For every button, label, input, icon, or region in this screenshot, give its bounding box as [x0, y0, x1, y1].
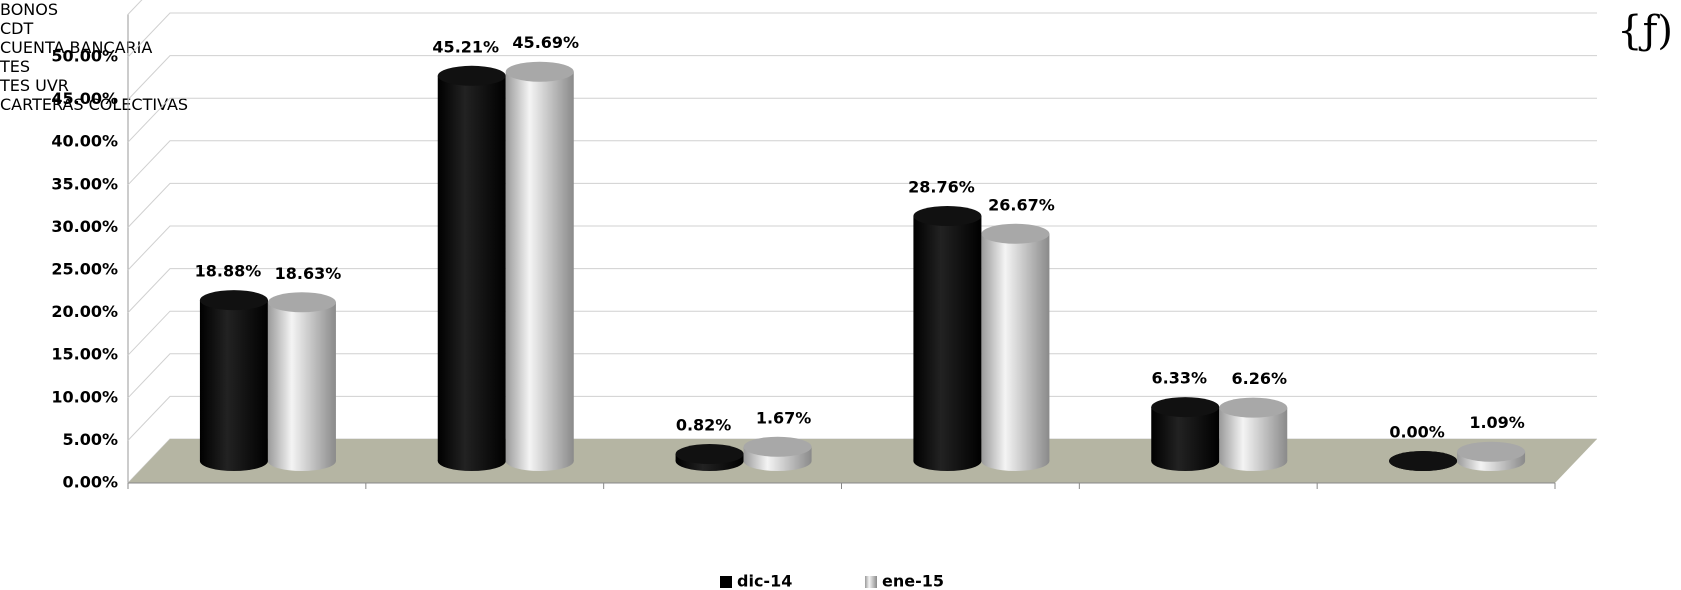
floor: [128, 439, 1597, 483]
x-tick-label: CARTERAS COLECTIVAS: [0, 95, 189, 114]
x-tick-label: TES: [0, 57, 31, 76]
value-label: 6.33%: [1151, 369, 1207, 388]
legend-swatch: [720, 576, 732, 588]
y-tick-label: 20.00%: [51, 302, 118, 321]
value-label: 0.00%: [1389, 423, 1445, 442]
grid-line: [127, 140, 1597, 186]
grid-line: [127, 182, 1597, 228]
value-label: 45.21%: [432, 37, 499, 56]
y-tick-label: 35.00%: [51, 174, 118, 193]
legend-swatch: [865, 576, 877, 588]
bar-cap: [199, 290, 268, 311]
value-label: 28.76%: [908, 177, 975, 196]
y-tick-label: 10.00%: [51, 387, 118, 406]
grid-line: [127, 55, 1597, 100]
y-tick-label: 25.00%: [51, 260, 118, 279]
bar: [267, 302, 336, 461]
y-tick-label: 0.00%: [62, 473, 118, 492]
x-tick-label: TES UVR: [0, 76, 69, 95]
value-label: 0.82%: [676, 416, 732, 435]
value-label: 18.88%: [195, 262, 262, 281]
x-tick-label: BONOS: [0, 0, 59, 19]
y-tick-label: 15.00%: [51, 345, 118, 364]
bar-cap: [743, 436, 812, 457]
bar-cap: [267, 292, 336, 313]
grid-line: [127, 225, 1597, 271]
value-label: 18.63%: [275, 264, 342, 283]
y-tick-label: 5.00%: [62, 430, 118, 449]
value-label: 1.67%: [756, 408, 812, 427]
bar: [913, 215, 982, 461]
grid-line: [127, 268, 1597, 313]
x-tick-label: CUENTA BANCARIA: [0, 38, 153, 57]
legend-label: ene-15: [882, 572, 944, 590]
y-tick-label: 30.00%: [51, 217, 118, 236]
bar-cap: [437, 65, 506, 86]
grid-line: [127, 310, 1597, 356]
bar: [505, 71, 574, 462]
grid-line-top: [127, 0, 143, 15]
bar-cap: [913, 205, 982, 226]
value-label: 26.67%: [988, 195, 1055, 214]
bar-cap: [981, 223, 1050, 244]
bar-cap: [1151, 397, 1220, 418]
x-tick-label: CDT: [0, 19, 34, 38]
corner-mark: {ƒ): [1617, 8, 1673, 54]
grid-line: [127, 353, 1597, 399]
bar: [981, 233, 1050, 461]
bar-cap: [675, 444, 744, 465]
bar-cap: [1219, 397, 1288, 418]
bar-cap: [505, 61, 574, 82]
value-label: 1.09%: [1469, 413, 1525, 432]
y-tick-label: 45.00%: [51, 89, 118, 108]
grid-line: [127, 97, 1597, 143]
grid-line: [127, 395, 1597, 441]
bar-cap: [1389, 451, 1458, 471]
y-tick-label: 40.00%: [51, 132, 118, 151]
value-label: 45.69%: [512, 33, 579, 52]
legend-label: dic-14: [737, 572, 792, 590]
value-label: 6.26%: [1231, 369, 1287, 388]
bar-cap: [1457, 441, 1526, 462]
y-tick-label: 50.00%: [51, 47, 118, 66]
bar: [199, 300, 268, 461]
grid-line: [127, 12, 1597, 58]
bar: [437, 75, 506, 462]
